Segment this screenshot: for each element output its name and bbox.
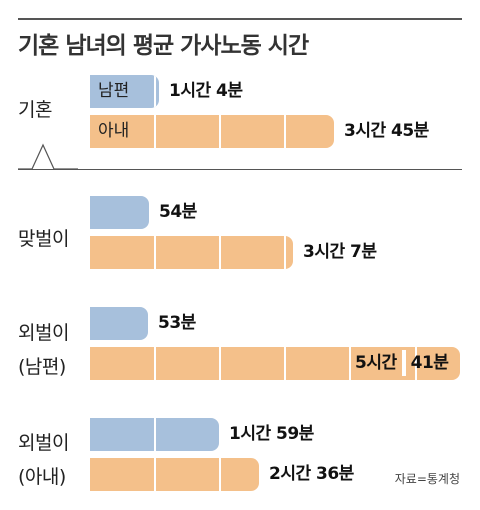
bar-hour-divider <box>284 115 286 148</box>
bar-value-label-part: 5시간 <box>355 353 397 373</box>
bar-value-label: 5시간 41분 <box>355 347 450 380</box>
bar-value-label: 3시간 45분 <box>344 121 429 141</box>
group-label: 외벌이 <box>18 322 69 344</box>
group-label: 맞벌이 <box>18 228 69 250</box>
bar-hour-divider <box>284 236 286 269</box>
bar-value-label: 2시간 36분 <box>269 464 354 484</box>
bar-hour-divider <box>154 236 156 269</box>
bar-wife <box>90 347 460 380</box>
group-label: (아내) <box>18 466 66 488</box>
bar-hour-divider <box>154 418 156 451</box>
top-rule <box>18 18 462 20</box>
bar-wife: 아내 <box>90 115 334 148</box>
bar-series-name: 아내 <box>98 121 130 141</box>
bar-hour-divider <box>219 347 221 380</box>
bar-value-label: 53분 <box>158 313 196 333</box>
bar-wife <box>90 458 259 491</box>
bar-hour-divider <box>219 458 221 491</box>
bar-value-label-part: 41분 <box>410 353 449 373</box>
bar-hour-divider <box>154 115 156 148</box>
group-label: 외벌이 <box>18 432 69 454</box>
bar-hour-divider <box>415 347 417 380</box>
bar-value-label: 3시간 7분 <box>303 242 377 262</box>
bar-value-label: 1시간 59분 <box>229 424 314 444</box>
bar-hour-divider <box>219 236 221 269</box>
group-label: 기혼 <box>18 99 52 121</box>
bar-hour-divider <box>284 347 286 380</box>
bar-hour-divider <box>154 75 156 108</box>
bar-value-label: 54분 <box>159 202 197 222</box>
source-note: 자료=통계청 <box>394 472 460 486</box>
callout-notch-icon <box>18 143 78 170</box>
label-divider <box>401 350 406 376</box>
bar-hour-divider <box>154 458 156 491</box>
bar-husband <box>90 418 219 451</box>
section-divider <box>18 169 462 170</box>
bar-hour-divider <box>349 347 351 380</box>
bar-series-name: 남편 <box>98 81 130 101</box>
bar-wife <box>90 236 293 269</box>
group-label: (남편) <box>18 356 66 378</box>
bar-husband <box>90 307 148 340</box>
bar-hour-divider <box>154 347 156 380</box>
bar-husband: 남편 <box>90 75 159 108</box>
bar-husband <box>90 196 149 229</box>
bar-value-label: 1시간 4분 <box>169 81 243 101</box>
chart-title: 기혼 남녀의 평균 가사노동 시간 <box>18 33 309 59</box>
bar-hour-divider <box>219 115 221 148</box>
